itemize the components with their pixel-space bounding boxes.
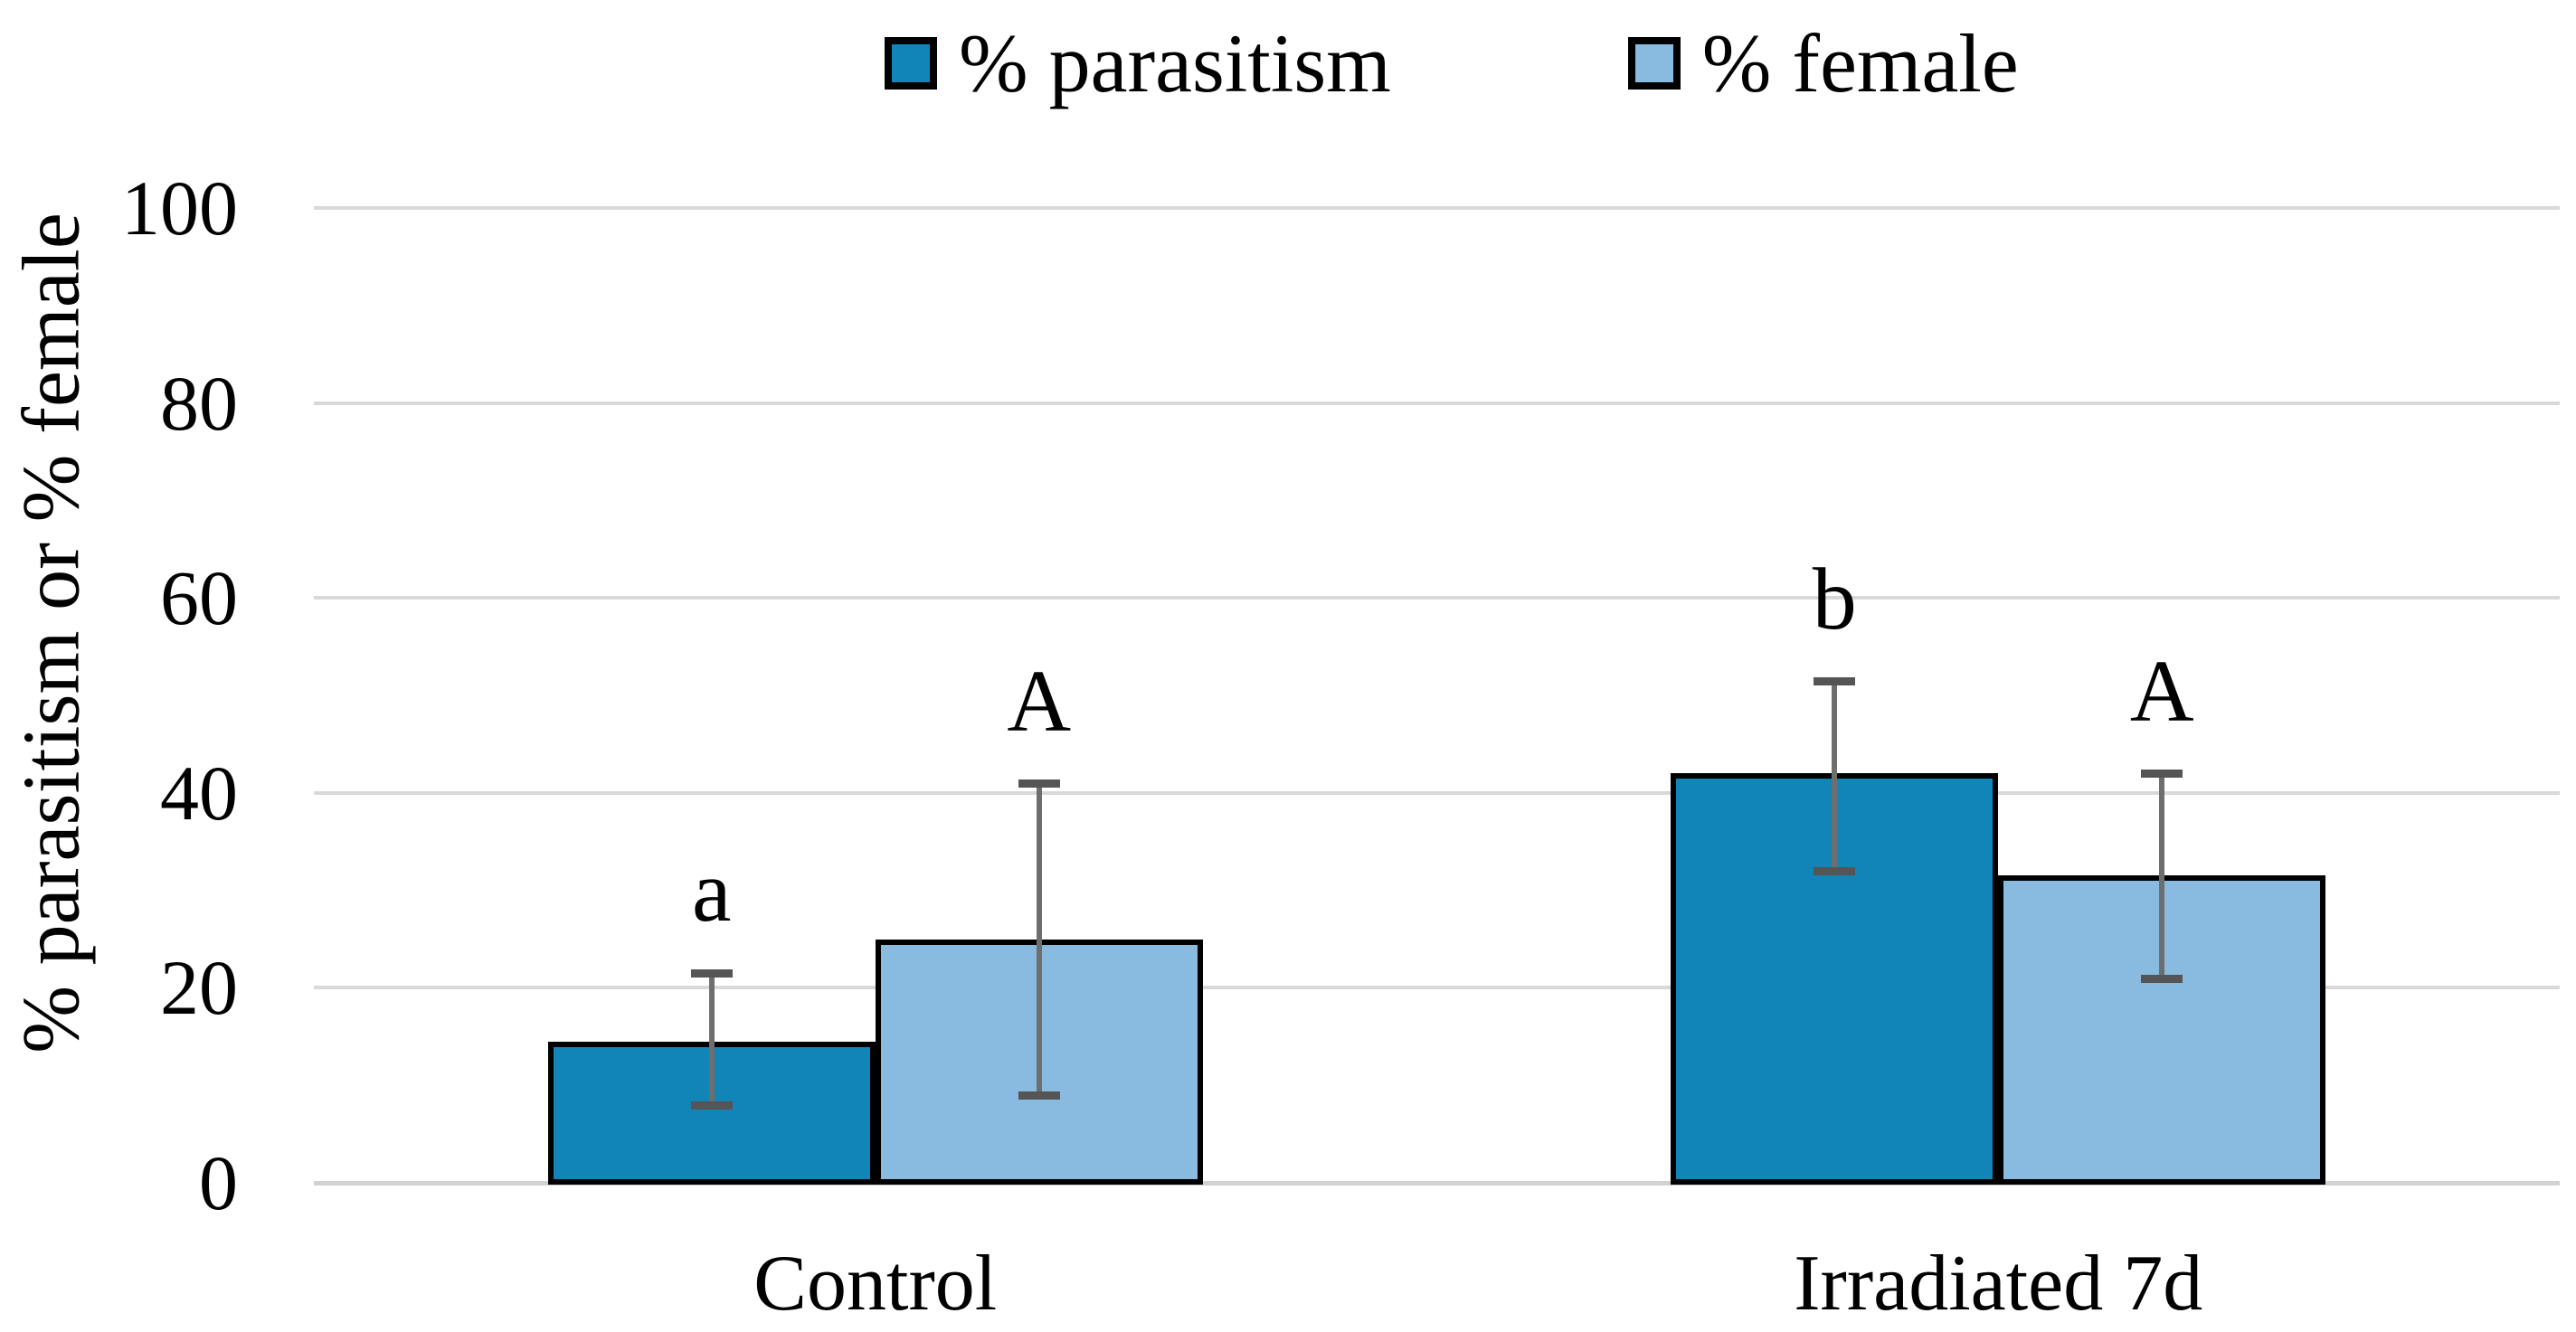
error-cap-top-parasitism-control <box>690 969 733 978</box>
y-tick-label-40: 40 <box>160 749 238 836</box>
y-tick-label-60: 60 <box>160 554 238 642</box>
error-bar-female-irradiated-7d <box>2159 773 2165 978</box>
error-bar-female-control <box>1036 783 1042 1095</box>
error-cap-top-female-control <box>1018 779 1060 789</box>
x-axis-label-irradiated-7d: Irradiated 7d <box>1794 1240 2203 1327</box>
legend-label-parasitism: % parasitism <box>959 17 1391 109</box>
error-bar-parasitism-irradiated-7d <box>1832 680 1838 872</box>
legend-swatch-female <box>1627 37 1681 90</box>
gridline <box>314 596 2560 600</box>
y-tick-label-80: 80 <box>160 359 238 447</box>
x-axis-label-control: Control <box>753 1240 998 1327</box>
gridline <box>314 986 2560 990</box>
y-tick-label-20: 20 <box>160 944 238 1032</box>
chart-legend: % parasitism % female <box>885 22 2019 105</box>
significance-letter-parasitism-irradiated-7d: b <box>1812 550 1857 648</box>
y-tick-label-0: 0 <box>199 1139 238 1226</box>
y-tick-label-100: 100 <box>121 165 238 251</box>
error-cap-bottom-parasitism-control <box>690 1101 733 1110</box>
significance-letter-female-control: A <box>1007 653 1072 751</box>
legend-swatch-parasitism <box>885 37 937 90</box>
significance-letter-parasitism-control: a <box>692 843 732 941</box>
significance-letter-female-irradiated-7d: A <box>2129 643 2194 742</box>
error-cap-top-female-irradiated-7d <box>2141 770 2183 779</box>
error-cap-bottom-parasitism-irradiated-7d <box>1814 867 1856 876</box>
legend-label-female: % female <box>1701 17 2019 109</box>
legend-item-female: % female <box>1627 17 2019 109</box>
gridline <box>314 790 2560 795</box>
error-cap-bottom-female-control <box>1018 1091 1060 1100</box>
error-cap-bottom-female-irradiated-7d <box>2141 974 2183 983</box>
legend-item-parasitism: % parasitism <box>885 22 1391 105</box>
x-axis-baseline <box>314 1181 2560 1186</box>
error-bar-parasitism-control <box>708 973 715 1105</box>
gridline <box>314 401 2560 405</box>
error-cap-top-parasitism-irradiated-7d <box>1814 676 1856 685</box>
gridline <box>314 206 2560 210</box>
